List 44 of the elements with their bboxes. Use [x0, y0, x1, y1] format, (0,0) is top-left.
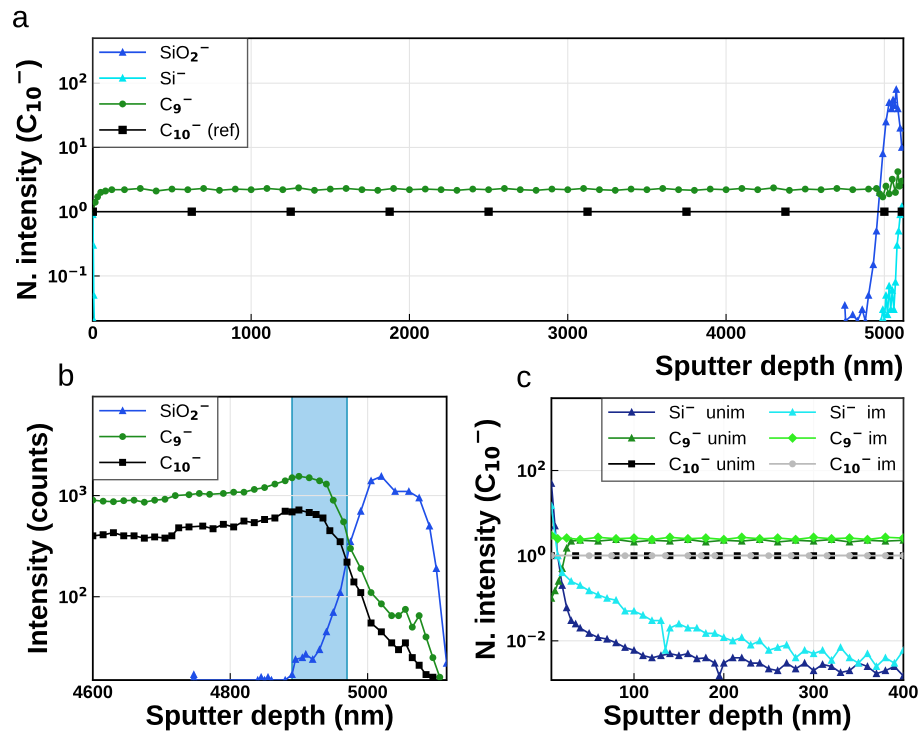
y-tick-label: 10$^{3}$	[59, 486, 86, 502]
y-tick-label: 10$^{2}$	[518, 460, 545, 478]
x-tick-label: 300	[798, 685, 828, 698]
x-tick-label: 0	[88, 326, 98, 340]
legend-label: C$_{10}$$^{−}$ unim	[670, 457, 754, 474]
y-axis-title: Intensity (counts)	[26, 424, 53, 652]
legend-label: Si$^{−}$	[160, 71, 186, 85]
x-tick-label: 400	[888, 685, 918, 698]
legend-label: SiO$_{2}$$^{−}$	[160, 404, 209, 420]
legend-label: Si$^{−}$ im	[830, 405, 885, 419]
legend-label: C$_{9}$$^{−}$ unim	[670, 431, 746, 448]
x-axis-title: Sputter depth (nm)	[656, 354, 902, 381]
chart-title: a	[13, 10, 29, 28]
legend-label: Si$^{−}$ unim	[669, 405, 744, 419]
x-tick-label: 5000	[864, 326, 904, 340]
x-tick-label: 2000	[390, 326, 429, 340]
legend-label: C$_{10}$$^{−}$ (ref)	[160, 123, 240, 140]
y-tick-label: 10$^{0}$	[59, 202, 87, 218]
legend-label: SiO$_{2}$$^{−}$	[160, 45, 209, 62]
y-tick-label: 10$^{1}$	[59, 138, 87, 154]
x-tick-label: 5000	[348, 685, 387, 698]
y-tick-label: 10$^{0}$	[518, 546, 546, 562]
x-tick-label: 4600	[73, 685, 112, 698]
x-tick-label: 3000	[548, 326, 588, 340]
y-axis-title: N. intensity (C$_{10}$$^{−}$)	[474, 420, 500, 658]
y-axis-title: N. intensity (C$_{10}$$^{−}$)	[16, 60, 42, 299]
x-axis-title: Sputter depth (nm)	[604, 704, 850, 730]
x-tick-label: 200	[709, 685, 738, 698]
y-tick-label: 10$^{2}$	[59, 73, 86, 90]
legend-label: C$_{10}$$^{−}$ im	[830, 457, 895, 474]
chart-title: c	[518, 370, 531, 388]
x-tick-label: 1000	[232, 326, 270, 340]
legend-label: C$_{9}$$^{−}$	[160, 98, 192, 114]
x-tick-label: 4800	[210, 685, 250, 698]
x-tick-label: 100	[620, 685, 648, 698]
legend-label: C$_{9}$$^{−}$	[160, 430, 192, 446]
legend-label: C$_{9}$$^{−}$ im	[830, 431, 886, 448]
x-tick-label: 4000	[706, 326, 746, 340]
chart-title: b	[59, 363, 74, 386]
y-tick-label: 10$^{2}$	[59, 586, 86, 604]
y-tick-label: 10$^{−2}$	[507, 630, 545, 648]
legend-label: C$_{10}$$^{−}$	[160, 456, 200, 472]
x-axis-title: Sputter depth (nm)	[146, 704, 393, 730]
y-tick-label: 10$^{−1}$	[48, 266, 86, 283]
